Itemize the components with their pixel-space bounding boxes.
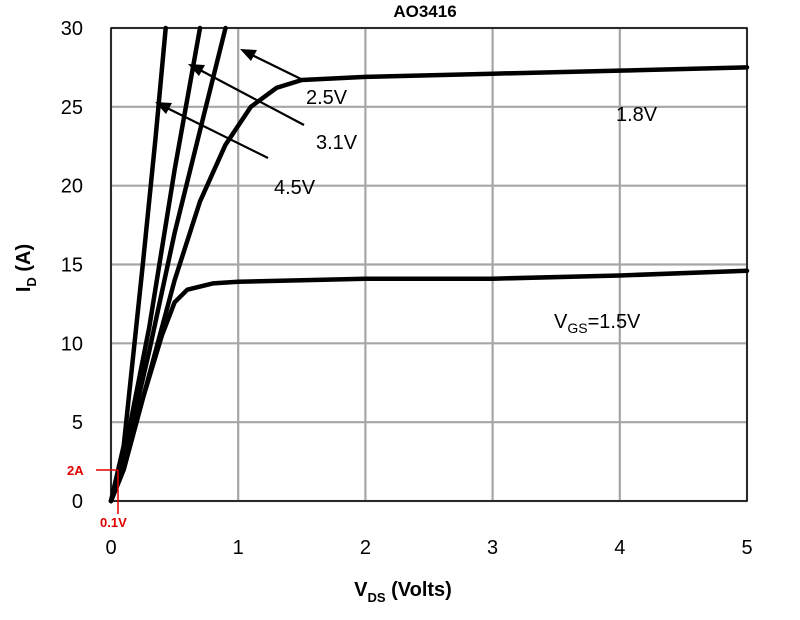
x-axis-label: VDS (Volts) (354, 579, 452, 605)
y-tick-label: 20 (61, 176, 83, 198)
x-tick-label: 0 (105, 537, 116, 559)
series-line (108, 25, 168, 504)
x-tick-label: 2 (360, 537, 371, 559)
curve-group (108, 25, 750, 504)
label-vgs-4-5v: 4.5V (274, 177, 316, 199)
y-tick-label: 5 (72, 412, 83, 434)
leader-arrow-3-1v (188, 64, 305, 126)
y-tick-labels: 0 5 10 15 20 25 30 (61, 18, 83, 513)
chart-title: AO3416 (393, 2, 456, 21)
x-tick-label: 1 (233, 537, 244, 559)
leader-arrow-2-5v (240, 49, 304, 81)
x-tick-label: 3 (487, 537, 498, 559)
y-tick-label: 25 (61, 97, 83, 119)
series-line (108, 268, 750, 504)
label-vgs-3-1v: 3.1V (316, 132, 358, 154)
label-vgs-2-5v: 2.5V (306, 87, 348, 109)
plot-frame (110, 27, 748, 502)
leader-arrow-4-5v (155, 102, 269, 159)
y-tick-label: 0 (72, 491, 83, 513)
label-vgs-1-8v: 1.8V (616, 104, 658, 126)
y-tick-label: 10 (61, 333, 83, 355)
operating-point-marker: 2A 0.1V (67, 463, 127, 530)
y-tick-label: 15 (61, 255, 83, 277)
y-tick-label: 30 (61, 18, 83, 40)
marker-current-label: 2A (67, 463, 84, 478)
series-line (108, 65, 750, 504)
y-axis-label: ID (A) (13, 244, 39, 292)
x-tick-label: 5 (741, 537, 752, 559)
label-vgs-1-5v: VGS=1.5V (554, 311, 641, 336)
marker-voltage-label: 0.1V (100, 515, 127, 530)
x-tick-labels: 0 1 2 3 4 5 (105, 537, 752, 559)
x-tick-label: 4 (614, 537, 625, 559)
